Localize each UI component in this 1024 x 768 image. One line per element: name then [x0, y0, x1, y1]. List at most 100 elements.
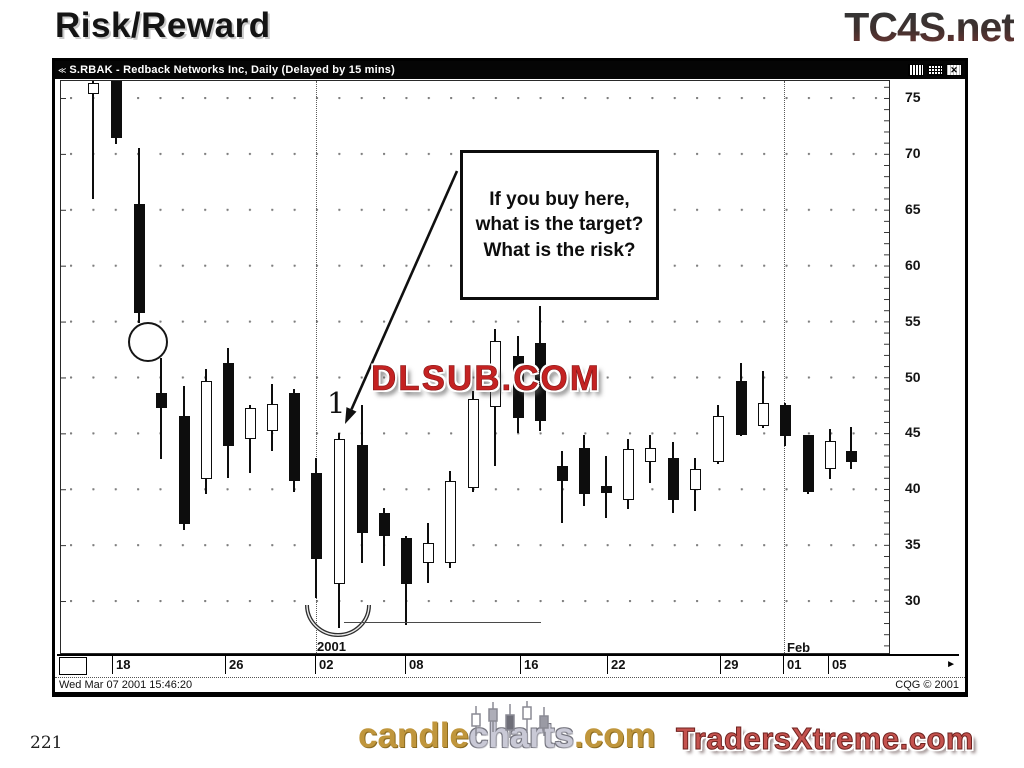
price-tick-label: 65 [905, 200, 921, 217]
price-tick-label: 60 [905, 256, 921, 273]
date-axis: ► 18 26 02 08 16 22 29 01 05 [57, 654, 959, 675]
date-tick: 18 [112, 656, 130, 674]
page-title: Risk/Reward [55, 6, 271, 45]
candle-body [266, 404, 278, 432]
candle-body [667, 457, 679, 501]
candle-body [600, 485, 612, 493]
date-tick: 02 [315, 656, 333, 674]
candle-wick [160, 358, 162, 460]
candle-body [712, 415, 724, 463]
candle-body [845, 451, 857, 463]
candle-wick [561, 451, 563, 523]
date-tick-label: 29 [724, 657, 739, 672]
date-tick-label: 16 [524, 657, 539, 672]
candlecharts-logo-com: .com [573, 716, 656, 755]
candle-body [110, 81, 122, 139]
circle-annotation [128, 322, 168, 362]
candle-body [735, 380, 747, 435]
candle-wick [92, 81, 94, 199]
price-tick-label: 35 [905, 536, 921, 553]
candle-body [757, 403, 769, 426]
date-tick: 01 [783, 656, 801, 674]
maximize-icon[interactable] [927, 64, 943, 76]
month-label: Feb [787, 640, 811, 655]
tc4s-logo: TC4S.net [844, 4, 1015, 50]
candle-body [310, 472, 322, 559]
candle-body [378, 512, 390, 537]
candle-wick [249, 405, 251, 473]
status-datetime: Wed Mar 07 2001 15:46:20 [59, 679, 193, 691]
date-tick: 26 [225, 656, 243, 674]
date-tick-label: 02 [319, 657, 334, 672]
price-tick-label: 30 [905, 592, 921, 609]
candle-1-label: 1 [327, 386, 346, 420]
candle-body [622, 449, 634, 501]
status-copyright: CQG © 2001 [895, 679, 959, 691]
candlecharts-logo-charts: charts [468, 716, 574, 755]
candle-body [689, 469, 701, 491]
price-axis: 75 70 65 60 55 50 45 40 35 30 [891, 80, 959, 654]
candle-body [578, 447, 590, 494]
close-icon[interactable]: ✕ [946, 64, 962, 76]
price-tick-label: 55 [905, 312, 921, 329]
window-title: S.RBAK - Redback Networks Inc, Daily (De… [69, 64, 395, 76]
candle-body [467, 398, 479, 489]
candle-body [333, 438, 345, 585]
dlsub-watermark: DLSUB.COM [371, 359, 601, 399]
price-tick-label: 75 [905, 89, 921, 105]
tradersxtreme-logo: TradersXtreme.com [676, 721, 974, 757]
date-tick: 22 [607, 656, 625, 674]
page-number: 221 [30, 733, 63, 753]
candle-body [155, 393, 167, 408]
candle-body [512, 356, 524, 418]
candle-body [200, 380, 212, 480]
candlestick-cluster-icon [471, 701, 549, 738]
candle-body [178, 415, 190, 524]
month-separator [316, 81, 317, 653]
candle-body [779, 405, 791, 436]
status-bar: Wed Mar 07 2001 15:46:20 CQG © 2001 [55, 677, 965, 692]
callout-box: If you buy here, what is the target? Wha… [460, 150, 659, 300]
date-tick-label: 08 [409, 657, 424, 672]
year-label: 2001 [317, 639, 346, 654]
right-minor-ticks [884, 81, 889, 653]
price-tick-label: 45 [905, 424, 921, 441]
window-buttons: ✕ [908, 64, 962, 76]
date-tick: 05 [828, 656, 846, 674]
candle-wick [850, 426, 852, 470]
candle-body [534, 342, 546, 422]
date-tick: 29 [720, 656, 738, 674]
minimize-icon[interactable] [908, 64, 924, 76]
candle-body [356, 444, 368, 533]
date-tick-label: 18 [116, 657, 131, 672]
left-minor-ticks [61, 81, 66, 653]
support-line [344, 622, 541, 624]
candle-body [644, 447, 656, 463]
candlecharts-logo-candle: candle [358, 716, 469, 755]
price-tick-label: 50 [905, 368, 921, 385]
date-tick-label: 22 [611, 657, 626, 672]
candle-body [556, 465, 568, 482]
window-titlebar[interactable]: ≪ S.RBAK - Redback Networks Inc, Daily (… [55, 61, 965, 79]
candle-wick [383, 508, 385, 567]
candle-body [489, 340, 501, 407]
callout-arrow-head [345, 407, 357, 424]
candle-body [288, 393, 300, 482]
candle-body [400, 538, 412, 585]
candle-body [422, 542, 434, 564]
date-tick: 08 [405, 656, 423, 674]
date-tick: 16 [520, 656, 538, 674]
date-axis-empty-cell [59, 657, 87, 675]
date-tick-label: 01 [787, 657, 802, 672]
candle-body [444, 481, 456, 564]
cqg-logo-icon: ≪ [58, 65, 66, 75]
date-tick-label: 26 [229, 657, 244, 672]
candle-body [824, 441, 836, 470]
candle-body [222, 362, 234, 446]
scroll-right-icon[interactable]: ► [946, 659, 956, 670]
candlecharts-logo: candlecharts.com [358, 701, 656, 756]
candle-body [802, 434, 814, 492]
date-tick-label: 05 [832, 657, 847, 672]
price-tick-label: 40 [905, 480, 921, 497]
candle-wick [762, 370, 764, 428]
